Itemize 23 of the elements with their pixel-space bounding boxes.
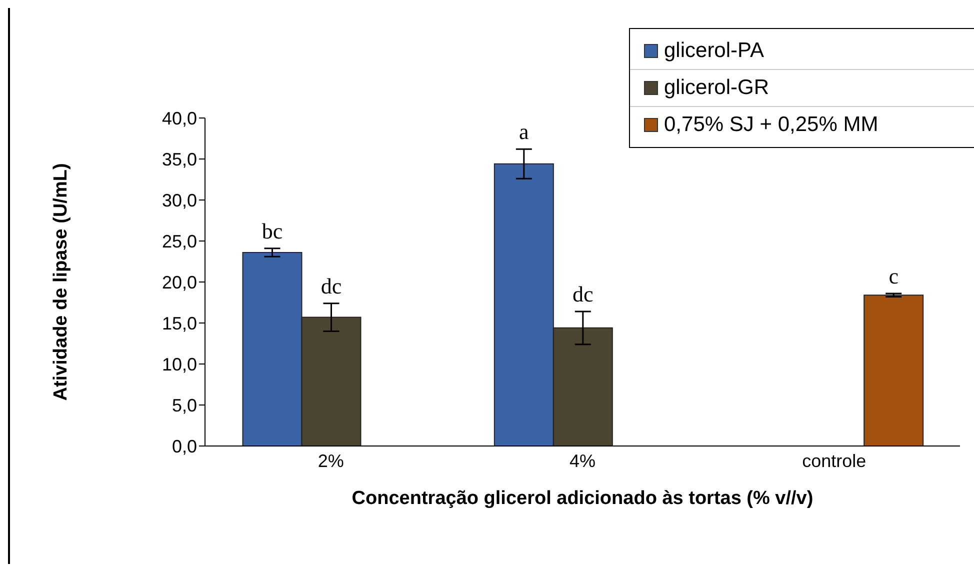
y-tick-label: 20,0 <box>162 272 197 292</box>
y-tick-label: 35,0 <box>162 149 197 170</box>
y-tick-label: 5,0 <box>172 395 197 416</box>
data-label: bc <box>262 218 283 244</box>
y-tick-label: 40,0 <box>162 108 197 128</box>
x-tick-label: 4% <box>569 450 596 471</box>
legend-label: 0,75% SJ + 0,25% MM <box>664 113 878 137</box>
data-label: dc <box>572 282 594 307</box>
y-tick-label: 0,0 <box>172 436 197 456</box>
y-tick-label: 30,0 <box>162 190 197 210</box>
data-label: dc <box>320 273 342 298</box>
y-tick-label: 25,0 <box>162 231 197 252</box>
y-axis-title: Atividade de lipase (U/mL) <box>50 163 72 401</box>
data-label: a <box>519 119 530 144</box>
y-tick-label: 10,0 <box>162 354 197 374</box>
legend-label: glicerol-PA <box>664 39 764 63</box>
legend-label: glicerol-GR <box>664 76 770 100</box>
data-label: c <box>888 263 899 288</box>
bar <box>864 294 924 446</box>
x-tick-label: 2% <box>318 450 344 471</box>
x-tick-label: controle <box>802 450 866 471</box>
y-tick-label: 15,0 <box>162 313 197 334</box>
x-axis-title: Concentração glicerol adicionado às tortas (% v//v) <box>352 488 814 509</box>
